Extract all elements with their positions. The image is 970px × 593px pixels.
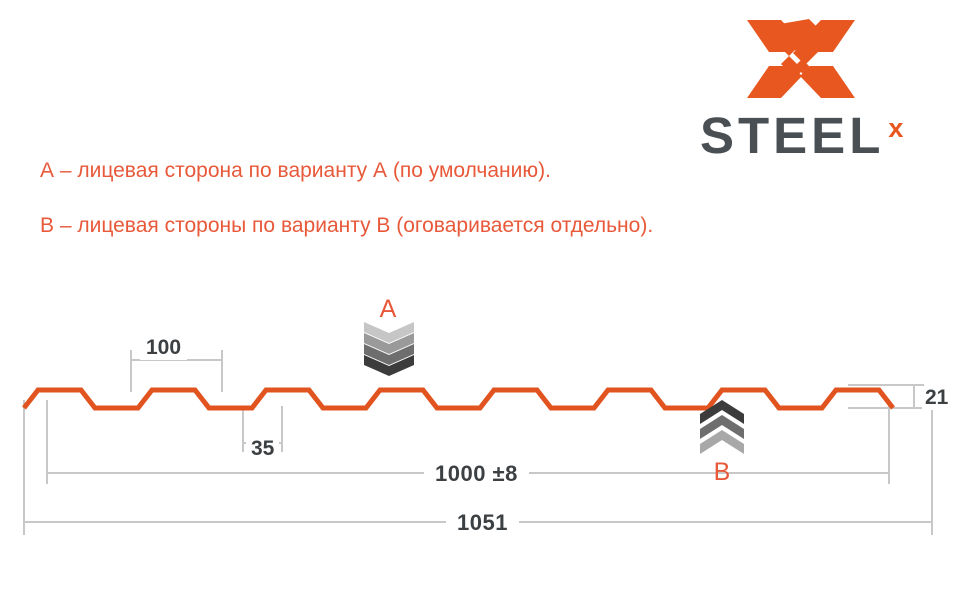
dimension-pitch-100 <box>130 350 223 392</box>
brand-wordmark: STEEL x <box>700 110 952 161</box>
marker-label-b: B <box>713 458 731 486</box>
corrugated-profile-path <box>22 387 895 411</box>
chevron-up-icon-group-b <box>700 400 744 454</box>
brand-logo: STEEL x <box>700 18 952 161</box>
wordmark-steel-text: STEEL <box>700 107 885 164</box>
dimension-label-pitch: 100 <box>140 336 188 360</box>
dimension-label-valley: 35 <box>246 437 280 461</box>
dimension-label-effective-width: 1000 ±8 <box>424 461 529 487</box>
dimension-label-total-width: 1051 <box>446 510 519 536</box>
dimension-label-height: 21 <box>922 386 952 410</box>
chevron-down-icon-group-a <box>364 322 414 376</box>
wordmark-superscript-x: x <box>888 113 904 143</box>
legend-line-variant-a: А – лицевая сторона по варианту А (по ум… <box>40 159 551 182</box>
steelx-x-monogram-icon <box>747 19 855 98</box>
marker-label-a: A <box>379 295 397 323</box>
dimension-height-21 <box>848 384 924 409</box>
legend-line-variant-b: В – лицевая стороны по варианту В (огова… <box>40 214 654 237</box>
